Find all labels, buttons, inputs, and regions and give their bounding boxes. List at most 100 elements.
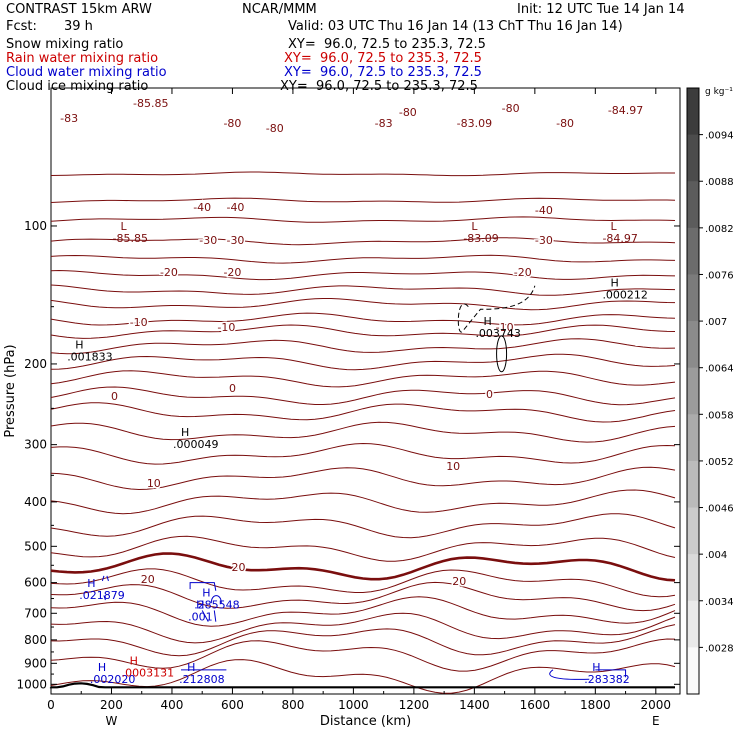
extremum-value: .000049	[173, 438, 219, 451]
colorbar-tick-label: .0082	[705, 224, 734, 235]
colorbar-swatch	[687, 88, 699, 136]
temperature-contour-line	[50, 254, 676, 264]
temperature-contour-line	[50, 370, 676, 388]
temperature-contour-line	[50, 612, 676, 644]
y-tick-label: 300	[24, 438, 47, 452]
extremum-value: .003743	[475, 327, 521, 340]
temperature-contour-line	[50, 402, 676, 423]
x-axis-title: Distance (km)	[320, 714, 411, 729]
y-tick-label: 600	[24, 576, 47, 590]
temperature-contour-line	[50, 324, 676, 339]
temperature-contour-label: -84.97	[608, 104, 643, 117]
colorbar-swatch	[687, 507, 699, 555]
x-tick-label: 1400	[459, 698, 490, 712]
temperature-contour-label: -80	[502, 102, 520, 115]
colorbar-frame	[686, 87, 700, 695]
temperature-contour-line	[50, 489, 676, 515]
temperature-contour-label: 20	[452, 575, 466, 588]
temperature-contour-line	[50, 284, 676, 296]
y-tick-label: 700	[24, 606, 47, 620]
temperature-contour-line	[50, 216, 676, 223]
extremum-marker: H	[130, 655, 138, 668]
x-tick-label: 800	[281, 698, 304, 712]
temperature-contour-line	[50, 237, 676, 246]
plot-frame	[50, 87, 681, 695]
field-rain-xy: XY= 96.0, 72.5 to 235.3, 72.5	[284, 51, 482, 66]
extremum-value: .283382	[584, 673, 630, 686]
y-tick-label: 400	[24, 495, 47, 509]
extremum-value: .001	[188, 610, 213, 623]
colorbar-swatch	[687, 321, 699, 369]
y-tick-label: 800	[24, 633, 47, 647]
temperature-contour-label: -10	[217, 321, 235, 334]
colorbar-tick-label: .0094	[705, 131, 734, 142]
temperature-contour-label: -40	[193, 201, 211, 214]
temperature-contour-line	[50, 421, 676, 443]
cloud-water-contour	[181, 669, 627, 680]
model-title: CONTRAST 15km ARW	[6, 2, 152, 17]
extremum-marker: H	[75, 339, 83, 352]
colorbar-tick-label: .0064	[705, 364, 734, 375]
colorbar-swatch	[687, 227, 699, 275]
temperature-contour-line	[50, 353, 676, 371]
west-label: W	[106, 714, 118, 728]
temperature-contour-label: -85.85	[133, 97, 168, 110]
extremum-marker: H	[196, 598, 204, 611]
x-tick-label: 600	[221, 698, 244, 712]
y-tick-label: 1000	[16, 677, 47, 691]
temperature-contour-label: -80	[266, 122, 284, 135]
temperature-contour-label: -83	[375, 117, 393, 130]
x-tick-label: 0	[47, 698, 55, 712]
temperature-contour-line	[50, 466, 676, 491]
extremum-value: -85.85	[113, 232, 148, 245]
extremum-marker: H	[202, 587, 210, 600]
temperature-contour-label: 0	[111, 390, 118, 403]
extremum-marker: H	[187, 661, 195, 674]
temperature-contour-line	[50, 312, 676, 326]
x-tick-label: 2000	[641, 698, 672, 712]
extremum-marker: H	[610, 277, 618, 290]
colorbar-swatch	[687, 414, 699, 462]
colorbar-tick-label: .0046	[705, 504, 734, 515]
cloud-water-contour	[189, 582, 217, 591]
y-tick-label: 500	[24, 539, 47, 553]
temperature-contour-label: -30	[199, 234, 217, 247]
init-time: Init: 12 UTC Tue 14 Jan 14	[517, 2, 685, 17]
temperature-contour-label: -10	[130, 316, 148, 329]
colorbar-swatch	[687, 460, 699, 509]
temperature-contour-label: 20	[141, 573, 155, 586]
temperature-contour-label: -20	[514, 266, 532, 279]
colorbar-tick-label: .0034	[705, 597, 734, 608]
extremum-value: .000212	[602, 289, 648, 302]
cloud-ice-contour	[496, 335, 508, 373]
temperature-contour-label: -40	[226, 201, 244, 214]
valid-time: Valid: 03 UTC Thu 16 Jan 14 (13 ChT Thu …	[288, 19, 623, 34]
temperature-contour-line	[50, 338, 676, 355]
colorbar-tick-label: .0088	[705, 177, 734, 188]
cloud-water-contour	[201, 595, 222, 622]
field-snow-xy: XY= 96.0, 72.5 to 235.3, 72.5	[288, 37, 486, 52]
extremum-marker: L	[610, 220, 617, 233]
colorbar-tick-label: .0076	[705, 270, 734, 281]
temperature-contour-label: 0	[229, 382, 236, 395]
temperature-contour-line	[50, 581, 676, 612]
extremum-value: .212808	[179, 673, 225, 686]
temperature-contour-label: -80	[399, 106, 417, 119]
temperature-contour-line	[50, 535, 676, 562]
colorbar-swatch	[687, 600, 699, 648]
temperature-contour-line	[50, 596, 676, 627]
temperature-contour-label: -20	[223, 266, 241, 279]
temperature-contour-line	[50, 638, 676, 672]
center-label: NCAR/MMM	[242, 2, 317, 17]
field-cloudice-name: Cloud ice mixing ratio	[6, 79, 149, 94]
x-tick-label: 400	[161, 698, 184, 712]
east-label: E	[652, 714, 660, 728]
temperature-contour-line	[50, 513, 676, 539]
field-snow-name: Snow mixing ratio	[6, 37, 124, 52]
x-tick-label: 1800	[580, 698, 611, 712]
extremum-value: -83.09	[463, 232, 498, 245]
temperature-contour-line	[50, 298, 676, 311]
y-tick-label: 900	[24, 656, 47, 670]
colorbar-swatch	[687, 367, 699, 415]
